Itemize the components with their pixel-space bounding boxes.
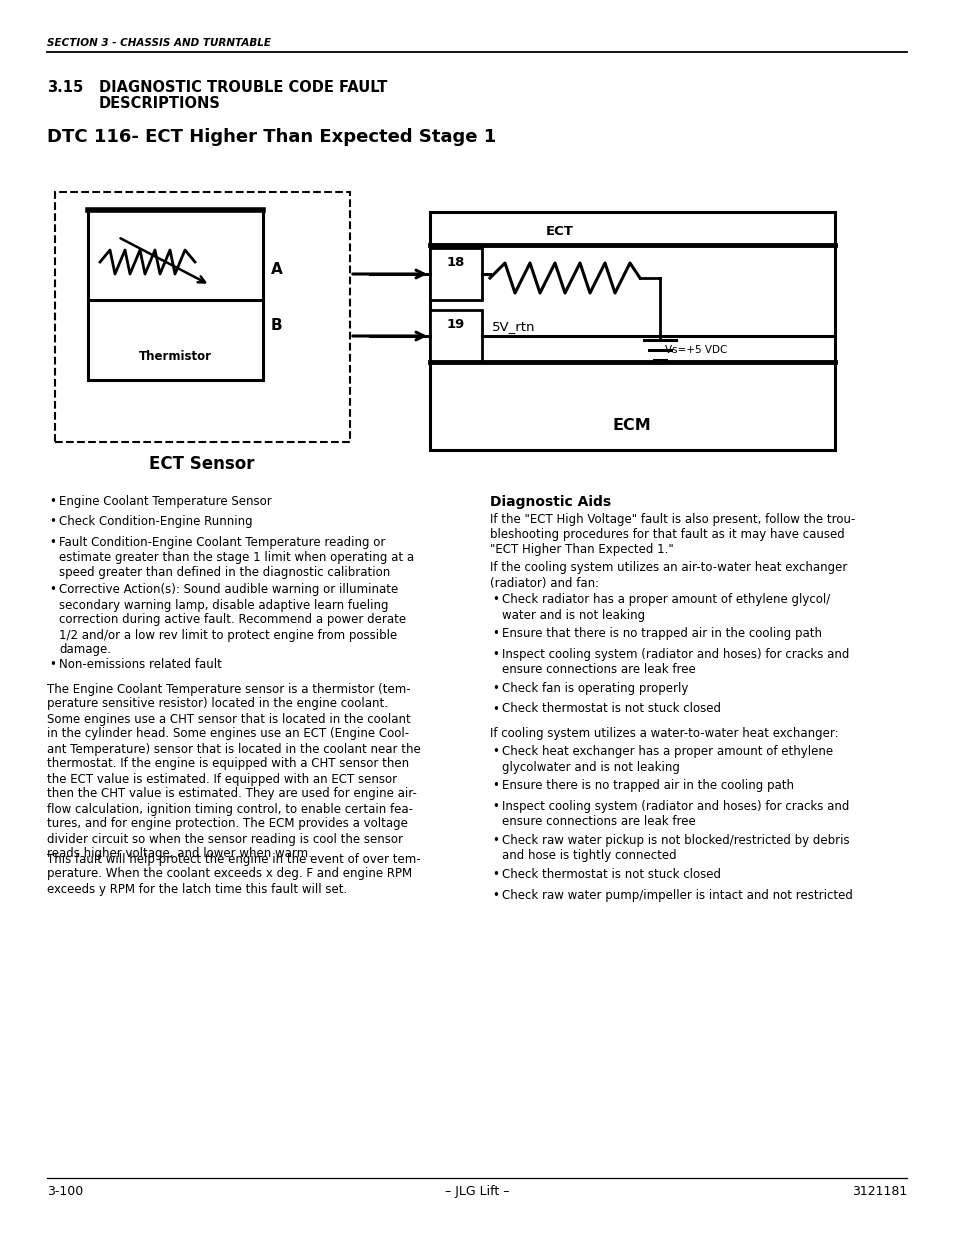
FancyBboxPatch shape [430, 248, 481, 300]
Text: •: • [492, 800, 498, 813]
Text: DIAGNOSTIC TROUBLE CODE FAULT: DIAGNOSTIC TROUBLE CODE FAULT [99, 80, 387, 95]
Text: Thermistor: Thermistor [138, 350, 212, 363]
Text: 3-100: 3-100 [47, 1186, 83, 1198]
Text: Check raw water pickup is not blocked/restricted by debris
and hose is tightly c: Check raw water pickup is not blocked/re… [501, 834, 849, 862]
Text: A: A [271, 262, 282, 277]
Text: Inspect cooling system (radiator and hoses) for cracks and
ensure connections ar: Inspect cooling system (radiator and hos… [501, 800, 848, 827]
Text: Check Condition-Engine Running: Check Condition-Engine Running [59, 515, 253, 529]
Text: ECT: ECT [545, 225, 574, 238]
Text: 18: 18 [446, 256, 465, 269]
Text: ECM: ECM [612, 417, 651, 433]
Text: DTC 116- ECT Higher Than Expected Stage 1: DTC 116- ECT Higher Than Expected Stage … [47, 128, 496, 146]
Text: If the cooling system utilizes an air-to-water heat exchanger
(radiator) and fan: If the cooling system utilizes an air-to… [490, 562, 846, 589]
Text: •: • [492, 746, 498, 758]
Text: This fault will help protect the engine in the event of over tem-
perature. When: This fault will help protect the engine … [47, 852, 420, 895]
Text: •: • [49, 658, 56, 671]
Text: SECTION 3 - CHASSIS AND TURNTABLE: SECTION 3 - CHASSIS AND TURNTABLE [47, 38, 271, 48]
FancyBboxPatch shape [430, 310, 481, 362]
Text: Inspect cooling system (radiator and hoses) for cracks and
ensure connections ar: Inspect cooling system (radiator and hos… [501, 648, 848, 676]
Text: 3121181: 3121181 [851, 1186, 906, 1198]
Text: Fault Condition-Engine Coolant Temperature reading or
estimate greater than the : Fault Condition-Engine Coolant Temperatu… [59, 536, 414, 579]
Text: Vs=+5 VDC: Vs=+5 VDC [664, 345, 726, 354]
Text: Check heat exchanger has a proper amount of ethylene
glycolwater and is not leak: Check heat exchanger has a proper amount… [501, 746, 832, 773]
Text: •: • [492, 627, 498, 641]
Text: •: • [492, 703, 498, 715]
Text: Non-emissions related fault: Non-emissions related fault [59, 658, 222, 671]
Text: •: • [492, 868, 498, 881]
Text: •: • [492, 648, 498, 661]
Text: ECT Sensor: ECT Sensor [149, 454, 254, 473]
Text: Check fan is operating properly: Check fan is operating properly [501, 682, 688, 695]
Text: – JLG Lift –: – JLG Lift – [444, 1186, 509, 1198]
Text: •: • [49, 536, 56, 550]
Text: Engine Coolant Temperature Sensor: Engine Coolant Temperature Sensor [59, 495, 272, 508]
Text: •: • [49, 583, 56, 597]
Text: •: • [492, 834, 498, 847]
Text: If the "ECT High Voltage" fault is also present, follow the trou-
bleshooting pr: If the "ECT High Voltage" fault is also … [490, 513, 855, 556]
Text: DESCRIPTIONS: DESCRIPTIONS [99, 96, 221, 111]
Text: Ensure that there is no trapped air in the cooling path: Ensure that there is no trapped air in t… [501, 627, 821, 641]
Text: •: • [492, 779, 498, 793]
Text: Check radiator has a proper amount of ethylene glycol/
water and is not leaking: Check radiator has a proper amount of et… [501, 594, 829, 621]
Text: •: • [492, 682, 498, 695]
Text: 3.15: 3.15 [47, 80, 83, 95]
Text: Diagnostic Aids: Diagnostic Aids [490, 495, 611, 509]
Text: •: • [492, 594, 498, 606]
Text: •: • [49, 495, 56, 508]
Text: Check thermostat is not stuck closed: Check thermostat is not stuck closed [501, 868, 720, 881]
Text: The Engine Coolant Temperature sensor is a thermistor (tem-
perature sensitive r: The Engine Coolant Temperature sensor is… [47, 683, 420, 861]
Text: B: B [271, 317, 282, 333]
Text: Check raw water pump/impeller is intact and not restricted: Check raw water pump/impeller is intact … [501, 888, 852, 902]
Text: Corrective Action(s): Sound audible warning or illuminate
secondary warning lamp: Corrective Action(s): Sound audible warn… [59, 583, 406, 657]
Text: 5V_rtn: 5V_rtn [492, 320, 535, 333]
Text: Ensure there is no trapped air in the cooling path: Ensure there is no trapped air in the co… [501, 779, 793, 793]
Text: •: • [492, 888, 498, 902]
Text: •: • [49, 515, 56, 529]
Text: Check thermostat is not stuck closed: Check thermostat is not stuck closed [501, 703, 720, 715]
Text: 19: 19 [446, 317, 465, 331]
Text: If cooling system utilizes a water-to-water heat exchanger:: If cooling system utilizes a water-to-wa… [490, 727, 838, 740]
